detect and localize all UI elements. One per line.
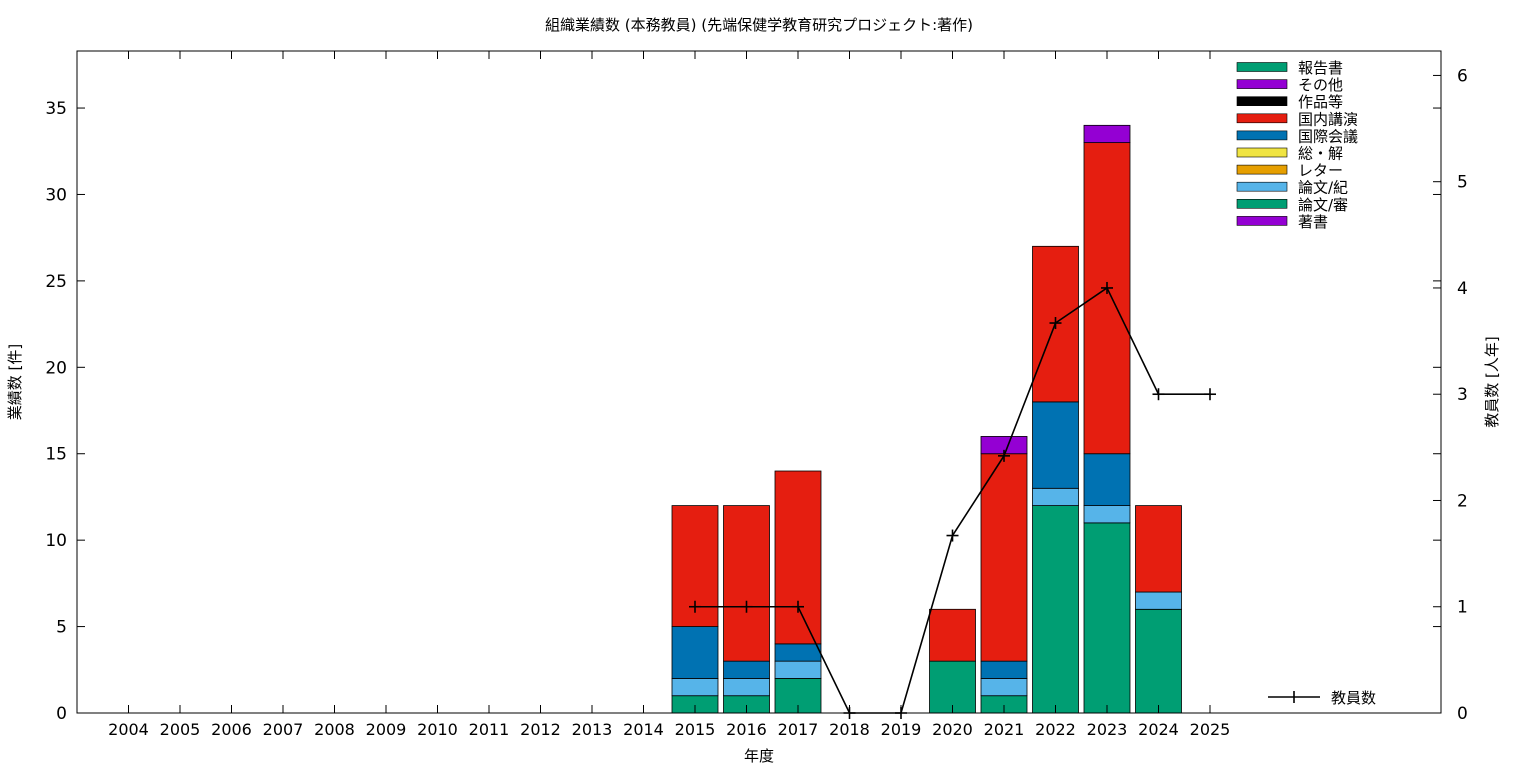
legend-label: 論文/紀 bbox=[1298, 179, 1348, 197]
x-tick-label: 2004 bbox=[108, 720, 149, 739]
legend-label: 国内講演 bbox=[1298, 110, 1358, 128]
legend-label: 著書 bbox=[1298, 213, 1328, 231]
bar-2022-論文/紀 bbox=[1032, 487, 1079, 506]
y2-tick-label: 2 bbox=[1457, 491, 1468, 511]
bar-2022-国際会議 bbox=[1032, 401, 1079, 489]
bar-2024-国内講演 bbox=[1135, 505, 1182, 593]
legend-swatch bbox=[1236, 130, 1288, 141]
bar-2024-論文/紀 bbox=[1135, 591, 1182, 610]
plot-frame bbox=[76, 50, 1442, 714]
legend-swatch bbox=[1236, 147, 1288, 158]
legend-swatch bbox=[1236, 199, 1288, 209]
legend-swatch bbox=[1236, 216, 1288, 226]
bar-2022-論文/審 bbox=[1032, 505, 1079, 714]
legend-line-label: 教員数 bbox=[1331, 689, 1376, 707]
x-tick-label: 2018 bbox=[829, 720, 870, 739]
x-tick-label: 2020 bbox=[932, 720, 973, 739]
x-tick-label: 2023 bbox=[1087, 720, 1128, 739]
y-axis-label: 業績数 [件] bbox=[6, 344, 24, 420]
bar-2015-論文/紀 bbox=[671, 678, 719, 697]
legend-swatch bbox=[1236, 96, 1288, 106]
legend-swatch bbox=[1236, 62, 1288, 72]
legend-label: 作品等 bbox=[1298, 93, 1343, 111]
x-tick-label: 2006 bbox=[211, 720, 252, 739]
legend-label: 国際会議 bbox=[1298, 127, 1358, 145]
x-tick-label: 2022 bbox=[1035, 720, 1076, 739]
x-tick-label: 2012 bbox=[520, 720, 561, 739]
x-tick-label: 2015 bbox=[675, 720, 716, 739]
bar-2017-論文/紀 bbox=[774, 660, 822, 679]
bars-layer bbox=[671, 124, 1182, 714]
legend-swatch bbox=[1236, 79, 1288, 89]
legend-label: 総・解 bbox=[1298, 145, 1343, 163]
x-tick-label: 2019 bbox=[881, 720, 922, 739]
y-tick-label: 35 bbox=[45, 99, 67, 119]
x-tick-label: 2009 bbox=[366, 720, 407, 739]
bar-2023-論文/紀 bbox=[1083, 505, 1131, 524]
legend-label: 論文/審 bbox=[1298, 196, 1348, 214]
bar-2015-国際会議 bbox=[671, 626, 719, 679]
y-tick-label: 15 bbox=[45, 445, 67, 465]
y2-tick-label: 6 bbox=[1457, 66, 1468, 86]
bar-2016-論文/紀 bbox=[723, 678, 770, 697]
bar-2023-国際会議 bbox=[1083, 453, 1131, 506]
x-tick-label: 2005 bbox=[160, 720, 201, 739]
bar-2021-国際会議 bbox=[980, 660, 1028, 679]
x-tick-label: 2008 bbox=[314, 720, 355, 739]
y2-tick-label: 4 bbox=[1457, 279, 1468, 299]
x-tick-label: 2025 bbox=[1190, 720, 1231, 739]
y-tick-label: 30 bbox=[45, 185, 67, 205]
bar-2016-国内講演 bbox=[723, 505, 770, 662]
x-tick-label: 2021 bbox=[984, 720, 1025, 739]
legend-swatch bbox=[1236, 164, 1288, 175]
legend-label: その他 bbox=[1298, 76, 1343, 94]
x-tick-label: 2007 bbox=[263, 720, 304, 739]
y-tick-label: 0 bbox=[56, 704, 67, 724]
y-tick-label: 5 bbox=[56, 618, 67, 638]
bar-2017-国際会議 bbox=[774, 643, 822, 662]
legend-swatch bbox=[1236, 181, 1288, 192]
y2-axis-label: 教員数 [人年] bbox=[1483, 336, 1501, 427]
y-tick-label: 20 bbox=[45, 358, 67, 378]
bar-2023-その他 bbox=[1083, 124, 1131, 144]
y2-tick-label: 3 bbox=[1457, 385, 1468, 405]
x-tick-label: 2017 bbox=[778, 720, 819, 739]
bar-2021-論文/紀 bbox=[980, 678, 1028, 697]
bar-2016-国際会議 bbox=[723, 660, 770, 679]
x-tick-label: 2016 bbox=[726, 720, 767, 739]
x-axis-label: 年度 bbox=[744, 747, 774, 765]
x-tick-label: 2013 bbox=[572, 720, 613, 739]
legend-label: 報告書 bbox=[1298, 59, 1343, 77]
y-tick-label: 25 bbox=[45, 272, 67, 292]
legend-swatch bbox=[1236, 113, 1288, 124]
legend-label: レター bbox=[1298, 162, 1343, 180]
bar-2024-論文/審 bbox=[1135, 608, 1182, 714]
x-tick-label: 2024 bbox=[1138, 720, 1179, 739]
bar-2017-国内講演 bbox=[774, 470, 822, 645]
chart-title: 組織業績数 (本務教員) (先端保健学教育研究プロジェクト:著作) bbox=[545, 16, 973, 34]
bar-2020-国内講演 bbox=[929, 608, 976, 662]
x-tick-label: 2010 bbox=[417, 720, 458, 739]
x-tick-label: 2014 bbox=[623, 720, 664, 739]
y-tick-label: 10 bbox=[45, 531, 67, 551]
y2-tick-label: 0 bbox=[1457, 704, 1468, 724]
y2-tick-label: 5 bbox=[1457, 173, 1468, 193]
x-tick-label: 2011 bbox=[469, 720, 510, 739]
y2-tick-label: 1 bbox=[1457, 598, 1468, 618]
bar-2023-論文/審 bbox=[1083, 522, 1131, 714]
bar-2021-国内講演 bbox=[980, 453, 1028, 662]
